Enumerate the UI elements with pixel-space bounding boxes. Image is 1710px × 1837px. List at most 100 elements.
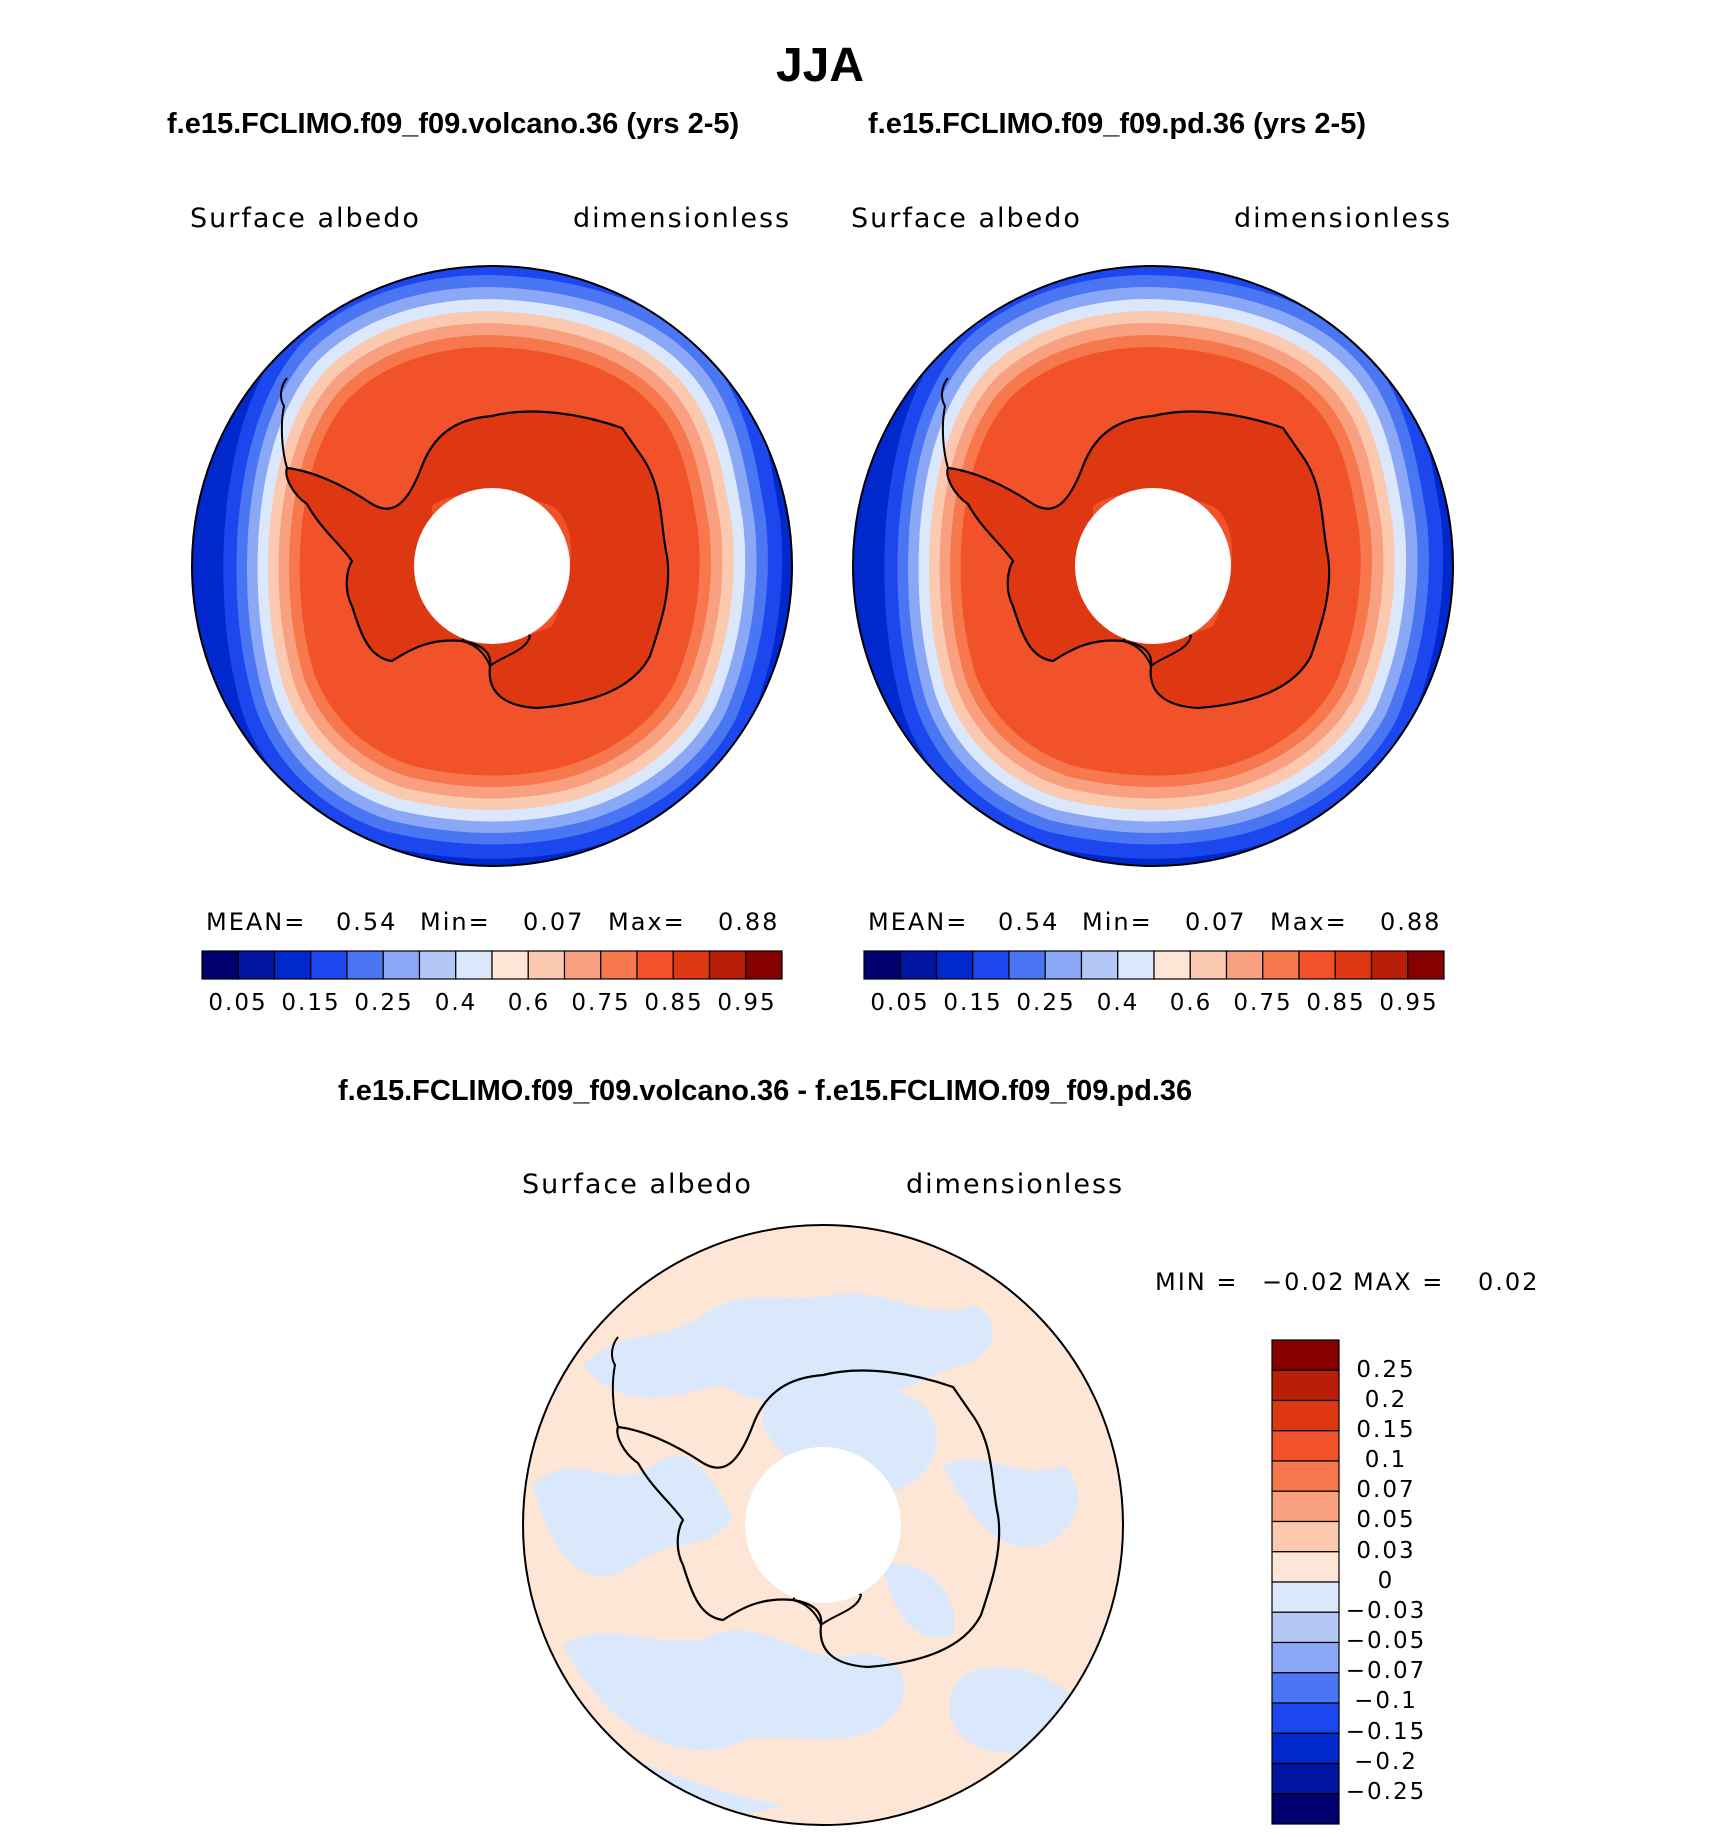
map-diff-border [522,1224,1124,1826]
colorbar-swatch [1189,950,1228,980]
cbar2-tick: 0.4 [1096,990,1140,1016]
panel2-units: dimensionless [1234,203,1453,234]
cbar3-tick: −0.03 [1345,1598,1427,1624]
cbar2-tick: 0.6 [1169,990,1213,1016]
colorbar-swatch [310,950,348,980]
colorbar-swatch [1044,950,1083,980]
panel2-mean-label: MEAN= [868,908,969,936]
colorbar-diff [1271,1339,1340,1825]
colorbar-swatch [1271,1702,1340,1734]
cbar2-tick: 0.15 [943,990,1003,1016]
panel2-mean-value: 0.54 [998,908,1060,936]
panel2-variable: Surface albedo [851,203,1082,234]
map-panel-1 [172,246,812,886]
colorbar-swatch [1271,1399,1340,1432]
diff-variable: Surface albedo [522,1169,753,1200]
cbar3-tick: −0.25 [1345,1779,1427,1805]
cbar1-tick: 0.15 [281,990,341,1016]
cbar3-tick: −0.2 [1354,1749,1418,1775]
colorbar-swatch [563,950,602,980]
colorbar-swatch [1271,1369,1340,1402]
diff-min-value: −0.02 [1262,1268,1346,1296]
panel1-variable: Surface albedo [190,203,421,234]
panel2-title: f.e15.FCLIMO.f09_f09.pd.36 (yrs 2-5) [868,108,1366,140]
panel1-title: f.e15.FCLIMO.f09_f09.volcano.36 (yrs 2-5… [167,108,740,140]
cbar2-tick: 0.75 [1233,990,1293,1016]
colorbar-swatch [1271,1672,1340,1704]
colorbar-swatch [1271,1430,1340,1462]
panel2-max-label: Max= [1270,908,1348,936]
colorbar-swatch [935,950,974,980]
colorbar-swatch [1271,1793,1340,1825]
colorbar-swatch [1271,1732,1340,1765]
panel1-units: dimensionless [573,203,792,234]
cbar3-tick: 0.03 [1356,1538,1416,1564]
cbar3-tick: −0.15 [1345,1719,1427,1745]
colorbar-swatch [1008,950,1046,980]
colorbar-swatch [201,950,239,980]
diff-units: dimensionless [906,1169,1125,1200]
colorbar-swatch [1271,1520,1340,1553]
cbar3-tick: 0.2 [1364,1387,1408,1413]
colorbar-swatch [672,950,711,980]
cbar3-tick: 0.07 [1356,1477,1416,1503]
colorbar-swatch [1271,1581,1340,1613]
cbar3-tick: 0.15 [1356,1417,1416,1443]
colorbar-swatch [600,950,638,980]
panel1-mean-label: MEAN= [206,908,307,936]
cbar3-tick: −0.1 [1354,1688,1418,1714]
diff-max-value: 0.02 [1478,1268,1540,1296]
cbar3-tick: 0.05 [1356,1507,1416,1533]
colorbar-swatch [1271,1339,1340,1371]
colorbar-swatch [1225,950,1264,980]
diff-min-label: MIN = [1155,1268,1239,1296]
colorbar-swatch [382,950,421,980]
cbar1-tick: 0.85 [644,990,704,1016]
cbar1-tick: 0.6 [507,990,551,1016]
panel1-min-value: 0.07 [523,908,585,936]
colorbar-swatch [1370,950,1409,980]
panel1-max-value: 0.88 [718,908,780,936]
diff-title: f.e15.FCLIMO.f09_f09.volcano.36 - f.e15.… [338,1075,1193,1107]
colorbar-swatch [1298,950,1336,980]
colorbar-swatch [1271,1641,1340,1674]
panel1-min-label: Min= [420,908,491,936]
map-panel-2 [833,246,1473,886]
colorbar-swatch [1153,950,1191,980]
colorbar-swatch [491,950,529,980]
colorbar-swatch [1117,950,1155,980]
cbar3-tick: 0 [1377,1568,1395,1594]
cbar1-tick: 0.75 [571,990,631,1016]
cbar3-tick: −0.05 [1345,1628,1427,1654]
cbar3-tick: 0.25 [1356,1357,1416,1383]
panel2-min-label: Min= [1082,908,1153,936]
colorbar-swatch [636,950,674,980]
colorbar-panel-1 [201,950,783,980]
colorbar-panel-2 [863,950,1445,980]
panel1-max-label: Max= [608,908,686,936]
diff-max-label: MAX = [1353,1268,1445,1296]
cbar3-tick: 0.1 [1364,1447,1408,1473]
cbar1-tick: 0.25 [354,990,414,1016]
panel1-mean-value: 0.54 [336,908,398,936]
colorbar-swatch [1334,950,1373,980]
colorbar-swatch [972,950,1010,980]
cbar1-tick: 0.05 [208,990,268,1016]
colorbar-swatch [273,950,312,980]
cbar3-tick: −0.07 [1345,1658,1427,1684]
colorbar-swatch [745,950,783,980]
cbar2-tick: 0.05 [870,990,930,1016]
map-panel-2-border [852,265,1454,867]
colorbar-swatch [1271,1490,1340,1523]
map-diff [503,1205,1143,1837]
panel2-max-value: 0.88 [1380,908,1442,936]
map-panel-1-border [191,265,793,867]
colorbar-swatch [1407,950,1445,980]
colorbar-swatch [237,950,276,980]
cbar1-tick: 0.95 [717,990,777,1016]
cbar1-tick: 0.4 [434,990,478,1016]
colorbar-swatch [527,950,566,980]
colorbar-swatch [346,950,384,980]
panel2-min-value: 0.07 [1185,908,1247,936]
